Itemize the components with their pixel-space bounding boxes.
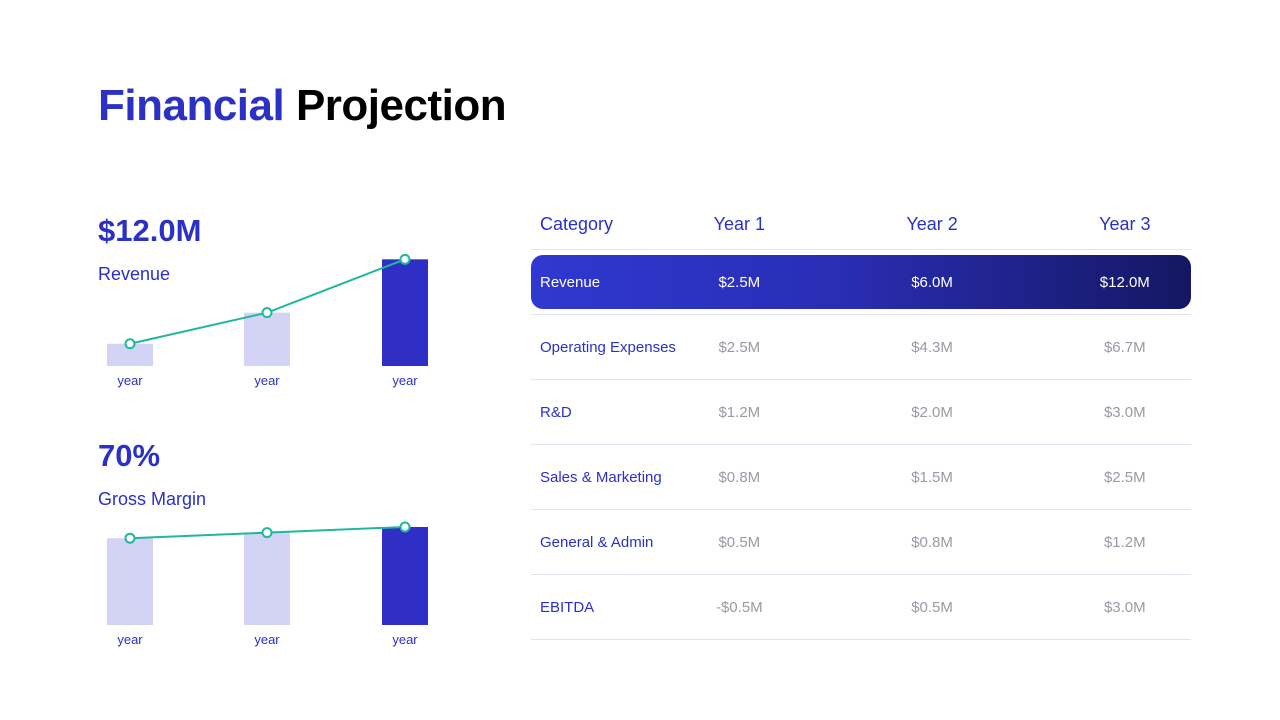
chart-bar xyxy=(244,532,290,625)
row-year-1: $2.5M xyxy=(718,338,761,356)
row-year-3: $3.0M xyxy=(1103,598,1146,616)
table-row-sales-marketing: Sales & Marketing $0.8M $1.5M $2.5M xyxy=(531,445,1191,510)
chart-bar xyxy=(107,538,153,625)
trend-point xyxy=(124,532,136,544)
chart-bar xyxy=(244,312,290,366)
table-row-rnd: R&D $1.2M $2.0M $3.0M xyxy=(531,380,1191,445)
revenue-chart: year year year xyxy=(107,253,428,388)
x-tick-label: year xyxy=(254,373,280,388)
row-year-3: $1.2M xyxy=(1103,533,1146,551)
trend-point xyxy=(261,527,273,539)
row-year-2: $6.0M xyxy=(911,273,953,291)
row-year-2: $4.3M xyxy=(911,338,953,356)
table-row-operating-expenses: Operating Expenses $2.5M $4.3M $6.7M xyxy=(531,315,1191,380)
row-label: Operating Expenses xyxy=(540,338,676,356)
trend-point xyxy=(261,307,273,319)
table-row-revenue: Revenue $2.5M $6.0M $12.0M xyxy=(531,250,1191,315)
row-year-1: $0.5M xyxy=(718,533,761,551)
header-year-1: Year 1 xyxy=(713,214,766,234)
row-label: General & Admin xyxy=(540,533,654,551)
header-year-2: Year 2 xyxy=(906,214,958,234)
chart-bar xyxy=(107,343,153,366)
row-label: Sales & Marketing xyxy=(540,468,662,486)
gross-margin-metric-value: 70% xyxy=(98,438,161,473)
row-year-1: -$0.5M xyxy=(715,598,763,616)
row-year-3: $3.0M xyxy=(1103,403,1146,421)
title-part-financial: Financial xyxy=(98,81,285,130)
header-year-3: Year 3 xyxy=(1099,214,1151,234)
table-row-general-admin: General & Admin $0.5M $0.8M $1.2M xyxy=(531,510,1191,575)
row-label: Revenue xyxy=(540,273,601,291)
row-year-3: $12.0M xyxy=(1099,273,1150,291)
x-tick-label: year xyxy=(254,632,280,647)
header-category: Category xyxy=(540,214,614,234)
x-tick-label: year xyxy=(392,632,418,647)
x-tick-label: year xyxy=(117,373,143,388)
trend-point xyxy=(399,253,411,265)
x-tick-label: year xyxy=(117,632,143,647)
revenue-metric-label: Revenue xyxy=(98,264,171,284)
page-title: Financial Projection xyxy=(98,80,507,132)
row-label: R&D xyxy=(540,403,572,421)
chart-bar xyxy=(382,259,428,366)
row-year-2: $1.5M xyxy=(911,468,953,486)
x-tick-label: year xyxy=(392,373,418,388)
financial-table: Category Year 1 Year 2 Year 3 Revenue $2… xyxy=(531,200,1191,640)
row-year-1: $0.8M xyxy=(718,468,761,486)
gross-margin-chart: year year year xyxy=(107,521,428,647)
revenue-metric-value: $12.0M xyxy=(98,213,202,248)
row-label: EBITDA xyxy=(540,598,595,616)
row-year-2: $2.0M xyxy=(911,403,953,421)
row-year-3: $6.7M xyxy=(1103,338,1146,356)
row-year-3: $2.5M xyxy=(1103,468,1146,486)
table-header: Category Year 1 Year 2 Year 3 xyxy=(531,200,1191,250)
table-row-ebitda: EBITDA -$0.5M $0.5M $3.0M xyxy=(531,575,1191,640)
row-year-1: $1.2M xyxy=(718,403,761,421)
gross-margin-metric-label: Gross Margin xyxy=(98,489,207,509)
trend-point xyxy=(124,338,136,350)
chart-bar xyxy=(382,527,428,625)
row-year-2: $0.5M xyxy=(911,598,953,616)
trend-point xyxy=(399,521,411,533)
row-year-1: $2.5M xyxy=(718,273,761,291)
row-year-2: $0.8M xyxy=(911,533,953,551)
title-part-projection: Projection xyxy=(295,81,507,130)
